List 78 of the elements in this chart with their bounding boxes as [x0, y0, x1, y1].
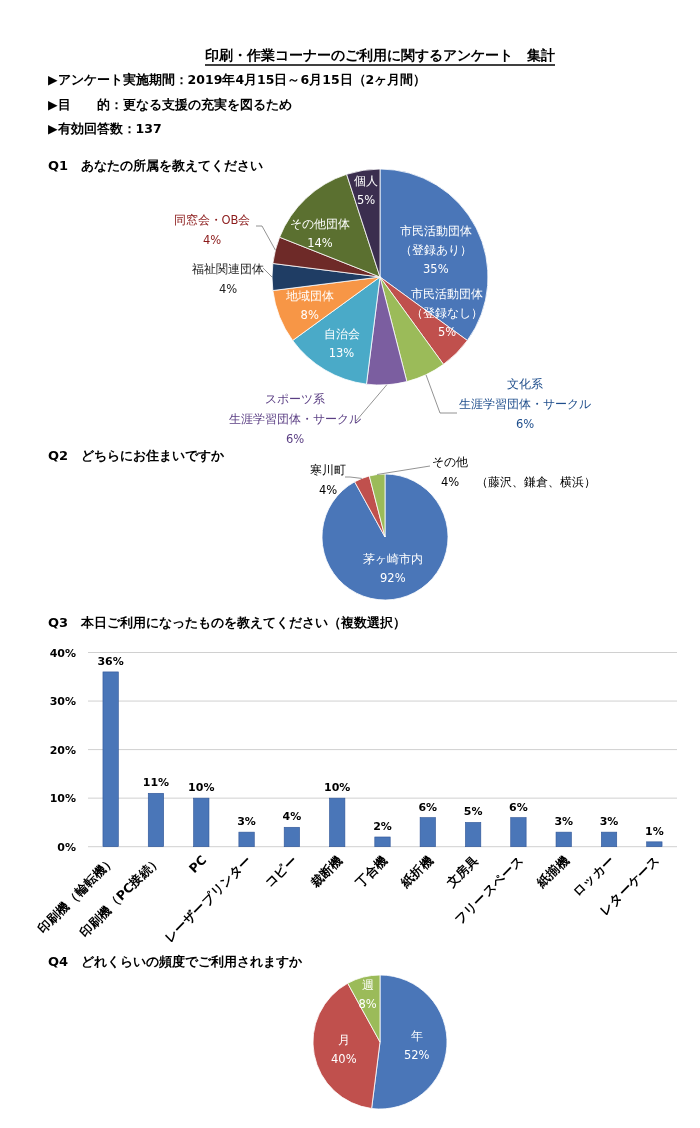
text: Q4 どれくらいの頻度でご利用されますか [48, 954, 304, 969]
data-label: 11% [142, 776, 170, 790]
slice-label: その他団体 [290, 216, 350, 231]
slice-label: 月 [337, 1033, 350, 1048]
data-label: 5% [357, 193, 376, 208]
bar [419, 817, 436, 847]
x-tick-label: 丁合機 [351, 852, 391, 892]
data-label: 13% [328, 345, 355, 360]
data-label: 1% [645, 824, 664, 838]
y-tick-label: 20% [49, 743, 76, 757]
data-label: 4% [202, 233, 222, 247]
slice-label: 市民活動団体（登録あり） [399, 223, 472, 257]
slice-label: スポーツ系生涯学習団体・サークル [229, 392, 361, 426]
data-label: 6% [509, 800, 528, 814]
data-label: 2% [373, 819, 392, 833]
bar [147, 793, 164, 847]
slice-label: 寒川町 [310, 463, 346, 477]
bar [193, 797, 210, 847]
text: 印刷・作業コーナーのご利用に関するアンケート 集計 [205, 47, 555, 63]
bar [238, 831, 255, 847]
bar [102, 671, 119, 847]
data-label: 36% [97, 654, 124, 668]
data-label: 40% [331, 1052, 357, 1067]
data-label: 4% [440, 475, 460, 489]
bar [601, 831, 618, 847]
data-label: 52% [404, 1047, 430, 1062]
text: ▶アンケート実施期間：2019年4月15日～6月15日（2ヶ月間） [48, 72, 427, 87]
slice-label: 個人 [354, 174, 379, 189]
x-tick-label: PC [185, 852, 210, 876]
data-label: 35% [423, 261, 449, 276]
data-label: 3% [599, 815, 619, 829]
bar [283, 826, 300, 847]
data-label: 4% [282, 810, 302, 824]
data-label: 10% [188, 781, 215, 795]
chart-title: Q3 本日ご利用になったものを教えてください（複数選択） [48, 615, 407, 630]
text: ▶有効回答数：137 [48, 121, 162, 136]
y-tick-label: 30% [49, 695, 76, 709]
slice-label: 茅ヶ崎市内 [362, 552, 423, 567]
y-tick-label: 40% [49, 646, 76, 660]
data-label: 6% [418, 800, 438, 814]
data-label: 92% [380, 571, 406, 586]
text: ▶目 的：更なる支援の充実を図るため [48, 96, 292, 112]
x-tick-label: コピー [261, 852, 301, 891]
y-tick-label: 0% [57, 840, 76, 854]
bar [510, 817, 527, 847]
data-label: 5% [463, 805, 483, 819]
data-label: 8% [358, 997, 377, 1012]
bar [555, 831, 572, 847]
x-tick-label: 裁断機 [306, 852, 346, 892]
text: Q2 どちらにお住まいですか [48, 448, 226, 463]
data-label: 6% [285, 432, 305, 446]
data-label: 3% [237, 815, 256, 829]
data-label: 4% [218, 282, 238, 296]
data-label: 4% [318, 483, 338, 497]
data-label: 10% [324, 781, 351, 795]
bar [374, 836, 391, 847]
slice-label: その他 [432, 455, 468, 469]
x-tick-label: 紙揃機 [532, 852, 572, 892]
slice-label: 年 [410, 1028, 423, 1043]
bar [465, 822, 482, 847]
slice-label: 福祉関連団体 [192, 262, 264, 276]
data-label: 3% [554, 815, 574, 829]
text: （藤沢、鎌倉、横浜） [476, 475, 596, 489]
y-tick-label: 10% [49, 792, 76, 806]
slice-label: 週 [361, 978, 374, 993]
data-label: 5% [437, 325, 457, 339]
x-tick-label: 文房具 [442, 852, 482, 892]
slice-label: 同窓会・OB会 [173, 213, 251, 227]
bar [646, 841, 663, 847]
slice-label: 文化系生涯学習団体・サークル [459, 377, 591, 411]
data-label: 6% [515, 417, 535, 431]
slice-label: 自治会 [323, 326, 360, 341]
bar [329, 797, 346, 847]
chart-title: Q1 あなたの所属を教えてください [48, 158, 264, 173]
slice-label: 地域団体 [284, 289, 334, 304]
data-label: 8% [300, 308, 319, 323]
data-label: 14% [307, 235, 333, 250]
x-tick-label: 紙折機 [397, 852, 436, 892]
